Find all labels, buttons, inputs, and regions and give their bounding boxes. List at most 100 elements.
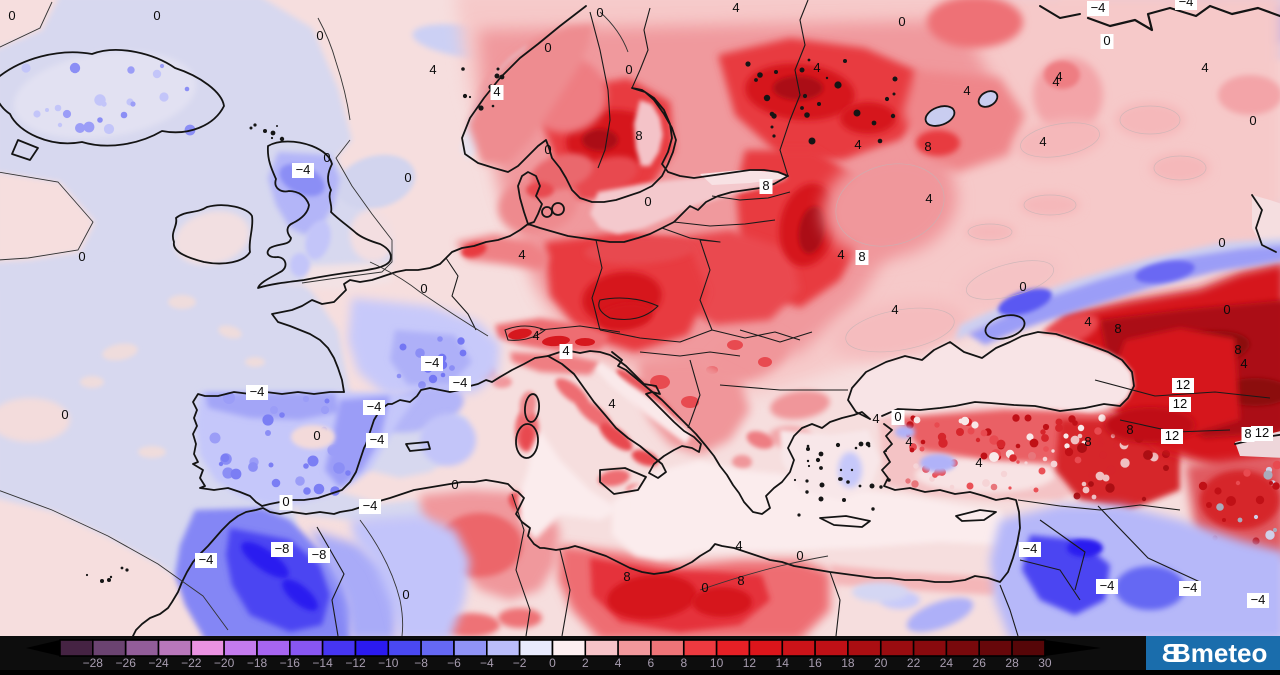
svg-text:−20: −20 [214,656,235,670]
svg-text:18: 18 [841,656,855,670]
svg-text:12: 12 [743,656,757,670]
svg-text:0: 0 [1019,279,1026,294]
svg-text:0: 0 [78,249,85,264]
svg-text:0: 0 [894,409,901,424]
svg-text:4: 4 [735,538,742,553]
svg-text:0: 0 [61,407,68,422]
svg-text:0: 0 [544,142,551,157]
svg-text:−4: −4 [1183,580,1198,595]
svg-text:−4: −4 [1251,592,1266,607]
svg-text:4: 4 [963,83,970,98]
svg-text:20: 20 [874,656,888,670]
svg-text:−4: −4 [1179,0,1194,9]
svg-text:−10: −10 [378,656,399,670]
svg-text:−2: −2 [513,656,527,670]
svg-text:0: 0 [451,477,458,492]
svg-text:4: 4 [925,191,932,206]
svg-text:0: 0 [701,580,708,595]
svg-text:12: 12 [1165,428,1179,443]
svg-text:0: 0 [796,548,803,563]
svg-text:0: 0 [1223,302,1230,317]
svg-text:−12: −12 [345,656,366,670]
svg-text:0: 0 [313,428,320,443]
svg-text:−24: −24 [148,656,169,670]
svg-text:−4: −4 [296,162,311,177]
svg-text:10: 10 [710,656,724,670]
svg-text:8: 8 [623,569,630,584]
svg-text:6: 6 [648,656,655,670]
svg-text:0: 0 [644,194,651,209]
svg-text:−4: −4 [1100,578,1115,593]
svg-text:−4: −4 [370,432,385,447]
svg-text:−4: −4 [1023,541,1038,556]
svg-text:0: 0 [282,494,289,509]
svg-text:0: 0 [898,14,905,29]
svg-text:−4: −4 [1091,0,1106,15]
svg-text:−16: −16 [280,656,301,670]
svg-text:0: 0 [420,281,427,296]
svg-text:−18: −18 [247,656,268,670]
svg-text:−4: −4 [199,552,214,567]
svg-text:0: 0 [316,28,323,43]
svg-text:8: 8 [1114,321,1121,336]
svg-text:8: 8 [1126,422,1133,437]
svg-text:4: 4 [518,247,525,262]
svg-text:4: 4 [1055,69,1062,84]
svg-text:4: 4 [975,455,982,470]
svg-text:4: 4 [1084,314,1091,329]
svg-text:8: 8 [924,139,931,154]
svg-text:0: 0 [323,150,330,165]
svg-text:−8: −8 [414,656,428,670]
svg-text:0: 0 [1218,235,1225,250]
svg-text:4: 4 [1201,60,1208,75]
svg-text:4: 4 [615,656,622,670]
svg-text:0: 0 [402,587,409,602]
svg-text:8: 8 [858,249,865,264]
svg-text:30: 30 [1038,656,1052,670]
svg-text:8: 8 [1084,434,1091,449]
svg-text:4: 4 [562,343,569,358]
svg-text:Bmeteo: Bmeteo [1172,638,1267,668]
svg-text:−4: −4 [363,498,378,513]
svg-text:8: 8 [762,178,769,193]
svg-text:−8: −8 [312,547,327,562]
svg-text:16: 16 [808,656,822,670]
svg-text:8: 8 [680,656,687,670]
svg-text:12: 12 [1176,377,1190,392]
svg-text:−28: −28 [83,656,104,670]
svg-text:0: 0 [544,40,551,55]
svg-text:24: 24 [940,656,954,670]
svg-text:−4: −4 [425,355,440,370]
svg-text:4: 4 [1039,134,1046,149]
svg-text:12: 12 [1255,425,1269,440]
svg-text:0: 0 [8,8,15,23]
svg-text:−14: −14 [312,656,333,670]
svg-text:0: 0 [625,62,632,77]
svg-text:12: 12 [1173,396,1187,411]
svg-text:8: 8 [1234,342,1241,357]
svg-text:−4: −4 [480,656,494,670]
svg-text:0: 0 [549,656,556,670]
svg-text:4: 4 [854,137,861,152]
svg-text:−4: −4 [250,384,265,399]
svg-text:2: 2 [582,656,589,670]
svg-text:−4: −4 [453,375,468,390]
svg-text:28: 28 [1005,656,1019,670]
svg-text:4: 4 [872,411,879,426]
svg-text:0: 0 [1103,33,1110,48]
svg-text:B: B [1162,638,1181,668]
svg-text:8: 8 [635,128,642,143]
svg-text:4: 4 [493,84,500,99]
svg-text:4: 4 [905,434,912,449]
svg-text:−6: −6 [447,656,461,670]
svg-text:4: 4 [1240,356,1247,371]
svg-text:4: 4 [532,328,539,343]
svg-text:4: 4 [837,247,844,262]
svg-text:4: 4 [732,0,739,15]
svg-text:4: 4 [891,302,898,317]
svg-text:0: 0 [596,5,603,20]
svg-text:8: 8 [737,573,744,588]
svg-text:8: 8 [1244,426,1251,441]
svg-text:−22: −22 [181,656,202,670]
svg-text:0: 0 [404,170,411,185]
